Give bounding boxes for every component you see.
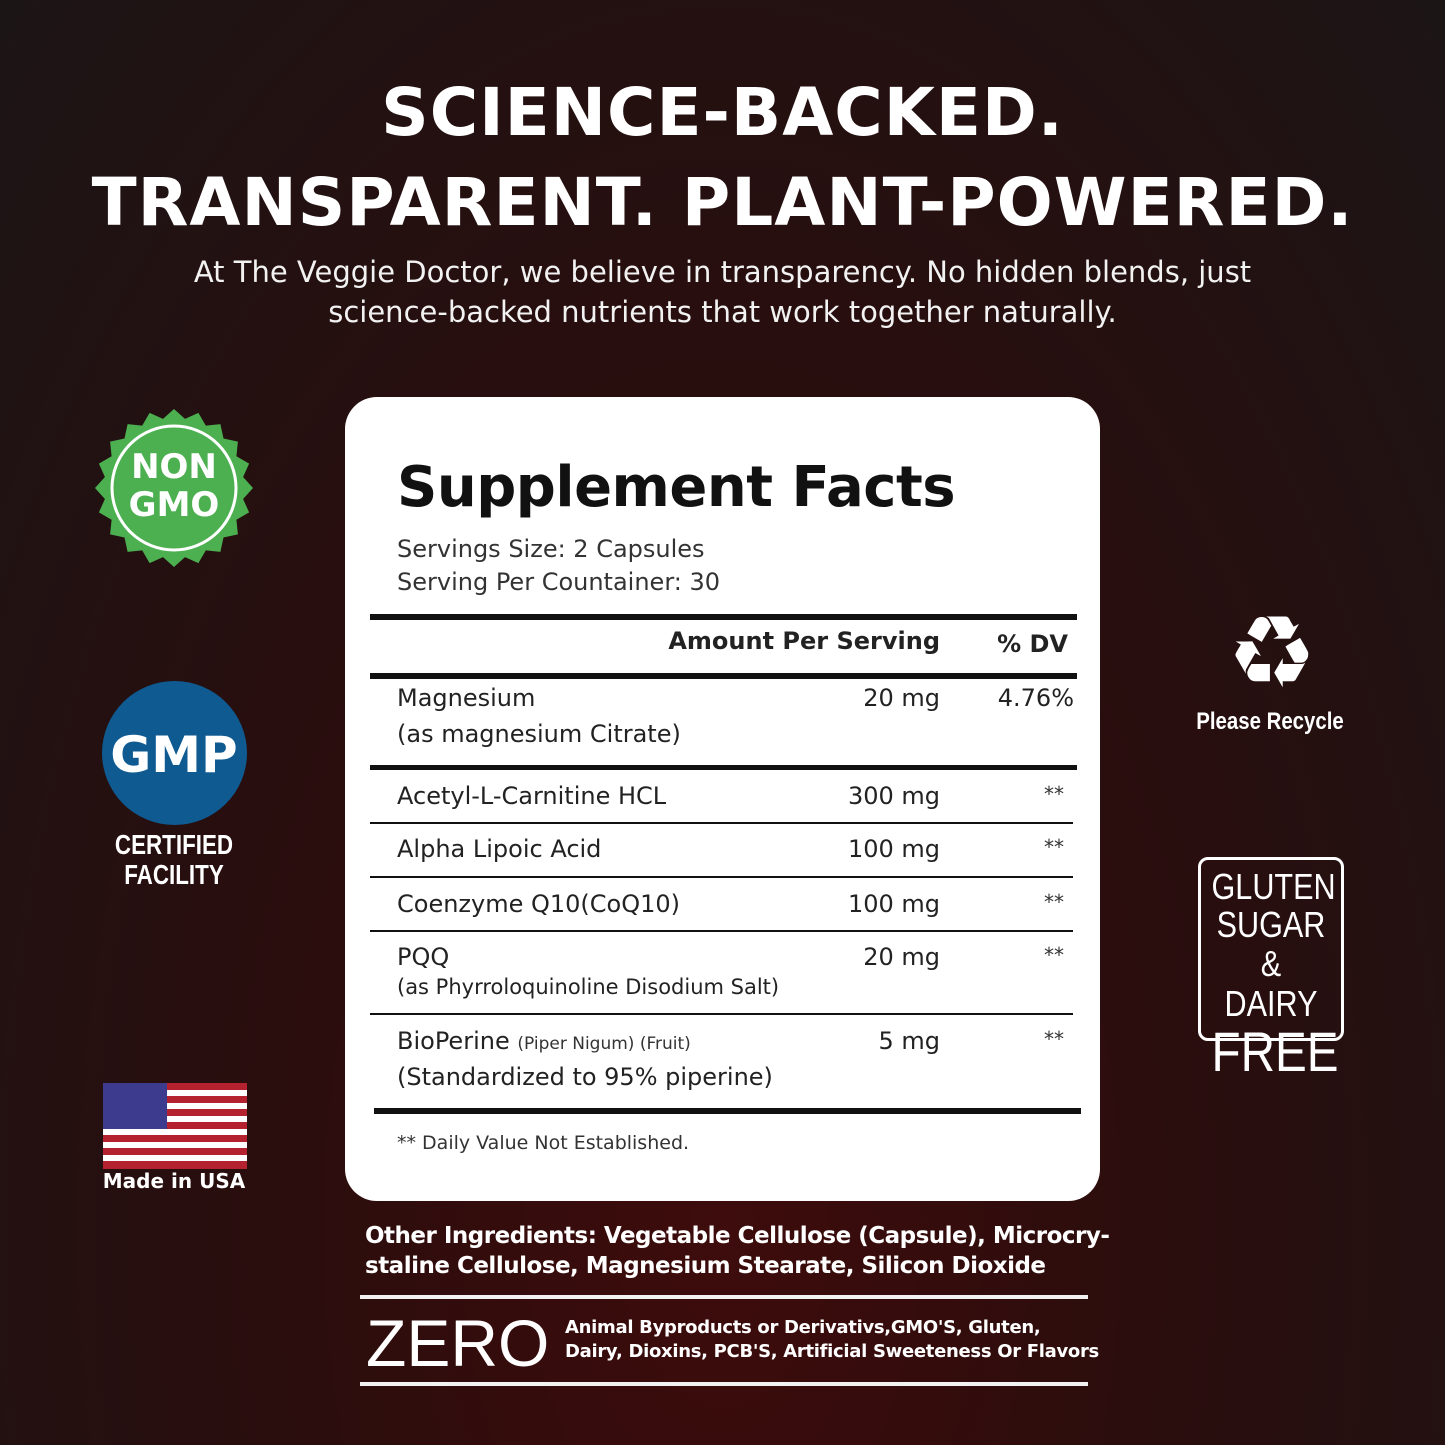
divider: [374, 1108, 1081, 1114]
free-line2: SUGAR: [1216, 904, 1326, 945]
divider: [370, 876, 1073, 878]
divider: [370, 1013, 1073, 1015]
facts-title: Supplement Facts: [397, 455, 956, 520]
row-amount: 300 mg: [847, 782, 940, 810]
divider: [370, 614, 1077, 620]
intro-line1: At The Veggie Doctor, we believe in tran…: [193, 255, 1252, 289]
usa-flag-icon: [103, 1083, 247, 1169]
gmp-badge-icon: [102, 681, 247, 825]
gmp-caption1: CERTIFIED: [114, 829, 234, 860]
usa-caption: Made in USA: [102, 1169, 246, 1193]
divider: [370, 822, 1073, 824]
intro-line2: science-backed nutrients that work toget…: [328, 295, 1117, 329]
row-name: Acetyl-L-Carnitine HCL: [397, 782, 667, 810]
supplement-facts-panel: Supplement Facts Servings Size: 2 Capsul…: [345, 397, 1100, 1201]
row-dv: **: [1044, 943, 1064, 967]
row-amount: 100 mg: [847, 835, 940, 863]
zero-line2: Dairy, Dioxins, PCB'S, Artificial Sweete…: [565, 1341, 1099, 1362]
gluten-sugar-dairy-free-badge: GLUTEN SUGAR & DAIRY FREE: [1198, 857, 1344, 1080]
serving-size: Servings Size: 2 Capsules: [397, 535, 705, 563]
free-line4: FREE: [1211, 1020, 1339, 1083]
row-amount: 20 mg: [863, 684, 940, 712]
recycle-icon: ♻: [1227, 594, 1317, 711]
row-name: Magnesium: [397, 684, 536, 712]
other-ingredients-line2: staline Cellulose, Magnesium Stearate, S…: [365, 1253, 1046, 1279]
divider: [360, 1382, 1088, 1386]
footnote: ** Daily Value Not Established.: [397, 1132, 690, 1154]
row-detail: (as magnesium Citrate): [397, 720, 681, 748]
non-gmo-line2: GMO: [128, 485, 220, 525]
row-dv: **: [1044, 835, 1064, 859]
non-gmo-seal-icon: [95, 409, 253, 567]
zero-label: ZERO: [366, 1306, 550, 1380]
row-name: BioPerine: [397, 1027, 510, 1055]
other-ingredients-line1: Other Ingredients: Vegetable Cellulose (…: [365, 1223, 1110, 1249]
servings-per-container: Serving Per Countainer: 30: [397, 568, 721, 596]
row-name: Alpha Lipoic Acid: [397, 835, 602, 863]
headline-line2: TRANSPARENT. PLANT-POWERED.: [91, 164, 1354, 241]
divider: [370, 673, 1077, 679]
col-amount-header: Amount Per Serving: [668, 627, 940, 655]
free-line1: GLUTEN: [1211, 866, 1336, 907]
row-detail: (Standardized to 95% piperine): [397, 1063, 773, 1091]
row-name-note: (Piper Nigum) (Fruit): [517, 1034, 691, 1054]
gmp-caption2: FACILITY: [124, 859, 224, 890]
row-detail: (as Phyrroloquinoline Disodium Salt): [397, 975, 780, 999]
row-name: PQQ: [397, 943, 450, 971]
row-amount: 5 mg: [878, 1027, 940, 1055]
headline-line1: SCIENCE-BACKED.: [381, 74, 1064, 151]
non-gmo-line1: NON: [131, 447, 217, 487]
col-dv-header: % DV: [997, 630, 1068, 658]
recycle-caption: Please Recycle: [1196, 708, 1344, 735]
row-name: Coenzyme Q10(CoQ10): [397, 890, 681, 918]
row-amount: 100 mg: [847, 890, 940, 918]
gmp-label: GMP: [110, 726, 238, 784]
divider: [360, 1295, 1088, 1299]
row-amount: 20 mg: [863, 943, 940, 971]
row-dv: **: [1044, 1027, 1064, 1051]
row-dv: 4.76%: [997, 684, 1074, 712]
free-line3: & DAIRY: [1224, 943, 1318, 1024]
divider: [370, 765, 1077, 770]
zero-line1: Animal Byproducts or Derivativs,GMO'S, G…: [565, 1317, 1041, 1338]
divider: [370, 930, 1073, 932]
row-dv: **: [1044, 890, 1064, 914]
row-dv: **: [1044, 782, 1064, 806]
